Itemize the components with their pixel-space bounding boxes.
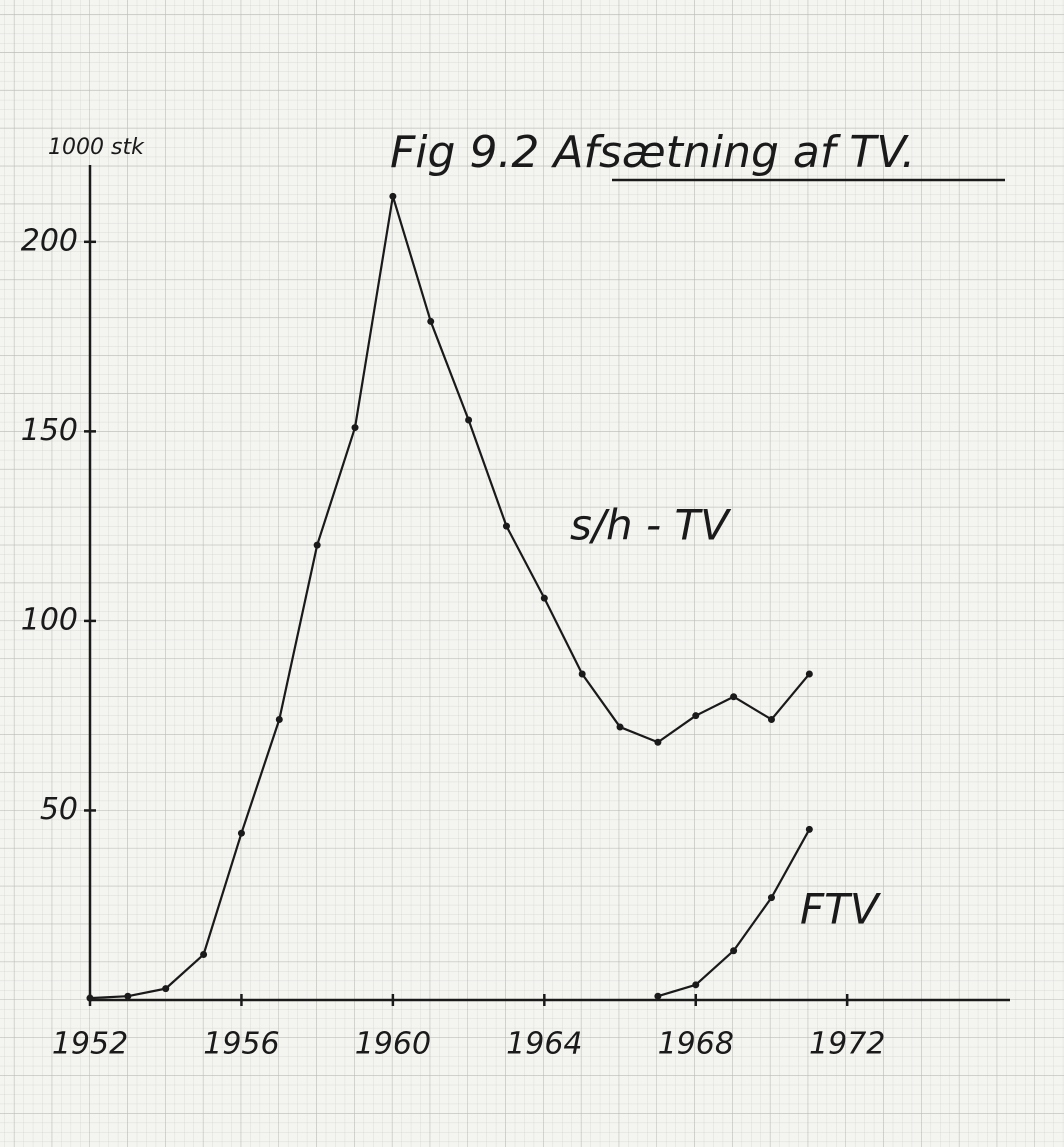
data-point [313, 541, 321, 549]
data-point [275, 715, 283, 723]
series-label: s/h - TV [570, 501, 732, 550]
data-point [767, 894, 775, 902]
data-point [767, 715, 775, 723]
y-tick-label: 200 [21, 223, 78, 258]
data-point [86, 994, 94, 1002]
data-point [502, 522, 510, 530]
data-point [237, 829, 245, 837]
data-point [692, 712, 700, 720]
data-point [805, 670, 813, 678]
data-point [351, 424, 359, 432]
data-point [578, 670, 586, 678]
data-point [200, 951, 208, 959]
x-tick-label: 1960 [355, 1027, 431, 1062]
y-tick-label: 50 [40, 792, 78, 827]
data-point [616, 723, 624, 731]
series-label: FTV [800, 885, 882, 934]
data-point [730, 693, 738, 701]
data-point [465, 416, 473, 424]
x-tick-label: 1952 [52, 1027, 128, 1062]
data-point [805, 825, 813, 833]
x-tick-label: 1968 [658, 1027, 734, 1062]
data-point [389, 192, 397, 200]
data-point [124, 992, 132, 1000]
data-point [162, 985, 170, 993]
y-tick-label: 100 [21, 602, 78, 637]
chart-title: Fig 9.2 Afsætning af TV. [390, 127, 915, 178]
y-tick-label: 150 [21, 413, 78, 448]
x-tick-label: 1956 [203, 1027, 279, 1062]
data-point [540, 594, 548, 602]
x-tick-label: 1972 [809, 1027, 885, 1062]
y-axis-label: 1000 stk [48, 135, 145, 160]
data-point [427, 317, 435, 325]
x-tick-label: 1964 [506, 1027, 582, 1062]
data-point [654, 738, 662, 746]
data-point [692, 981, 700, 989]
data-point [654, 992, 662, 1000]
data-point [730, 947, 738, 955]
series-line [89, 195, 811, 1000]
